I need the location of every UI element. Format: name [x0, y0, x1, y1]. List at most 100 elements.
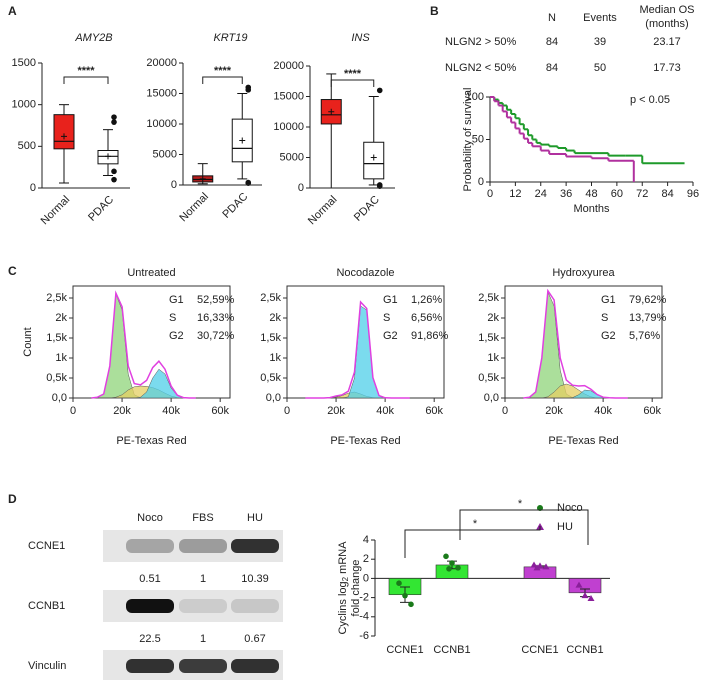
y-tick-label: 1,5k	[260, 332, 281, 344]
legend-label: Noco	[557, 502, 583, 514]
x-tick-label: 36	[560, 188, 572, 200]
chart-title: Untreated	[127, 267, 175, 279]
x-tick-label: 84	[662, 188, 674, 200]
y-tick-label: 2k	[269, 312, 281, 324]
chart-title: INS	[351, 32, 370, 44]
x-tick-label: 0	[70, 405, 76, 417]
envelope-line	[523, 288, 628, 399]
y-tick-label: 2,5k	[260, 292, 281, 304]
y-tick-label: 0,5k	[46, 372, 67, 384]
phase-percent: 79,62%	[629, 294, 667, 306]
outlier	[111, 114, 117, 120]
y-tick-label: 4	[363, 534, 369, 546]
envelope-line	[91, 290, 196, 399]
y-tick-label: 1,5k	[46, 332, 67, 344]
table-header: (months)	[645, 18, 688, 30]
blot-band	[179, 539, 227, 553]
significance-label: *	[473, 518, 478, 530]
y-axis-title-part: Cyclins log	[337, 581, 349, 634]
y-tick-label: -6	[359, 630, 369, 642]
blot-band	[179, 659, 227, 673]
y-tick-label: 50	[472, 133, 484, 145]
y-tick-label: 0,5k	[478, 372, 499, 384]
row-label: CCNE1	[28, 540, 65, 552]
phase-percent: 13,79%	[629, 312, 667, 324]
band-quantification: 22.5	[139, 633, 160, 645]
annotation: p < 0.05	[630, 94, 670, 106]
data-point	[455, 565, 461, 571]
x-tick-label: Normal	[177, 191, 211, 225]
x-tick-label: 40k	[376, 405, 394, 417]
data-point	[396, 580, 402, 586]
blot-band	[126, 659, 174, 673]
blot-band	[231, 599, 279, 613]
y-tick-label: 15000	[273, 90, 304, 102]
x-axis-title: PE-Texas Red	[330, 435, 400, 447]
x-tick-label: Normal	[306, 194, 340, 228]
x-tick-label: 40k	[594, 405, 612, 417]
outlier	[245, 87, 252, 93]
x-tick-label: 96	[687, 188, 699, 200]
y-tick-label: 1500	[12, 57, 36, 69]
box	[363, 141, 385, 180]
data-point	[533, 564, 541, 571]
box	[53, 114, 75, 150]
x-tick-label: 48	[585, 188, 597, 200]
y-tick-label: 2k	[55, 312, 67, 324]
y-tick-label: 0,0	[484, 392, 499, 404]
phase-name: G1	[383, 294, 398, 306]
outlier	[111, 168, 117, 175]
y-tick-label: 0,0	[266, 392, 281, 404]
x-tick-label: 40k	[162, 405, 180, 417]
x-tick-label: 60k	[211, 405, 229, 417]
y-tick-label: 500	[18, 140, 36, 152]
y-axis-title: Probability of survival	[462, 88, 474, 192]
phase-percent: 91,86%	[411, 330, 449, 342]
x-tick-label: PDAC	[352, 194, 382, 224]
x-tick-label: PDAC	[86, 194, 116, 224]
table-cell: 39	[594, 36, 606, 48]
y-tick-label: 5000	[280, 151, 304, 163]
y-axis-title-part: mRNA	[337, 541, 349, 577]
y-tick-label: 2,5k	[46, 292, 67, 304]
phase-name: G1	[169, 294, 184, 306]
mean-marker	[370, 154, 377, 161]
x-tick-label: CCNB1	[566, 644, 603, 656]
y-tick-label: 0	[298, 182, 304, 194]
y-tick-label: 1,5k	[478, 332, 499, 344]
significance-bracket	[459, 509, 589, 545]
phase-name: S	[383, 312, 390, 324]
x-tick-label: CCNE1	[521, 644, 558, 656]
row-label: Vinculin	[28, 660, 66, 672]
y-tick-label: 1k	[269, 352, 281, 364]
panel-label: B	[430, 4, 439, 18]
x-tick-label: 24	[535, 188, 547, 200]
outlier	[111, 119, 117, 125]
y-axis-title: Cyclins log2 mRNA	[337, 541, 350, 635]
table-cell: 84	[546, 62, 558, 74]
lane-label: Noco	[137, 512, 163, 524]
y-tick-label: -2	[359, 592, 369, 604]
lane-label: HU	[247, 512, 263, 524]
x-axis-title: Months	[573, 203, 610, 215]
data-point	[587, 595, 595, 602]
significance-label: ****	[77, 65, 95, 77]
x-tick-label: CCNB1	[433, 644, 470, 656]
x-tick-label: 60k	[425, 405, 443, 417]
y-tick-label: 10000	[146, 118, 177, 130]
x-tick-label: CCNE1	[386, 644, 423, 656]
x-tick-label: Normal	[39, 194, 73, 228]
lane-label: FBS	[192, 512, 213, 524]
table-header: N	[548, 12, 556, 24]
y-tick-label: 20000	[146, 57, 177, 69]
y-tick-label: 1k	[55, 352, 67, 364]
y-axis-title: Count	[22, 327, 34, 356]
phase-percent: 16,33%	[197, 312, 235, 324]
significance-label: ****	[214, 65, 232, 77]
table-cell: 84	[546, 36, 558, 48]
x-tick-label: 20k	[327, 405, 345, 417]
mean-marker	[61, 133, 67, 140]
y-tick-label: 0	[171, 179, 177, 191]
blot-band	[179, 599, 227, 613]
